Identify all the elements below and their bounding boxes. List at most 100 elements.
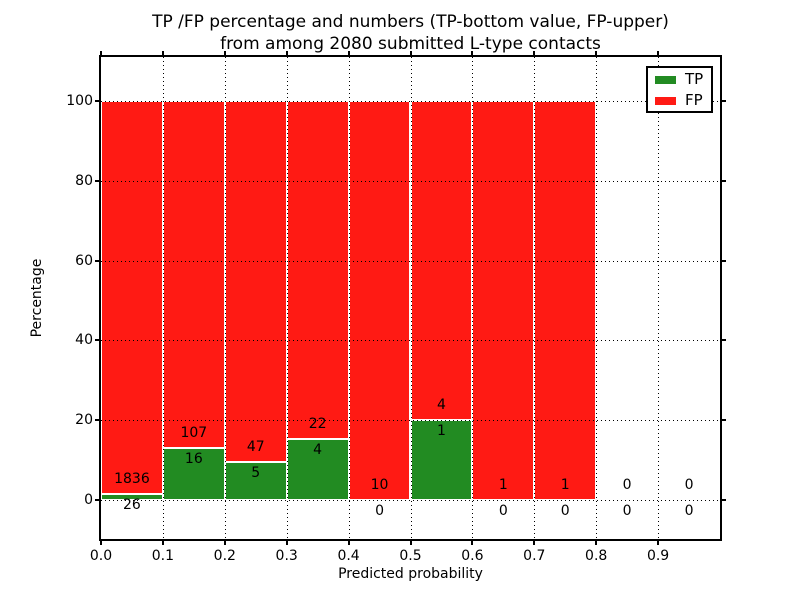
x-tick-mark-top — [471, 51, 474, 56]
y-tick-mark-right — [721, 499, 726, 501]
tp-count-label: 4 — [313, 441, 323, 458]
x-tick-mark-top — [223, 51, 226, 56]
x-tick-label: 0.3 — [275, 548, 298, 564]
bar-segment-tp — [286, 438, 349, 500]
fp-count-label: 107 — [180, 425, 208, 442]
x-tick-mark — [409, 540, 412, 545]
y-tick-label: 20 — [75, 412, 93, 429]
y-tick-label: 80 — [75, 172, 93, 189]
bar-segment-tp — [162, 448, 225, 500]
x-tick-mark — [100, 540, 102, 545]
chart-title-line2: from among 2080 submitted L-type contact… — [220, 34, 601, 54]
tp-count-label: 1 — [436, 423, 446, 440]
y-tick-label: 60 — [75, 252, 93, 269]
x-tick-mark-top — [285, 51, 288, 56]
y-tick-mark-right — [721, 179, 726, 182]
y-tick-mark — [95, 499, 100, 501]
x-tick-label: 0.5 — [399, 548, 422, 564]
x-tick-label: 0.6 — [461, 548, 484, 564]
x-tick-mark-top — [409, 51, 412, 56]
legend-item-fp: FP — [655, 91, 711, 110]
tp-count-label: 26 — [123, 497, 141, 514]
x-tick-mark-top — [595, 51, 598, 56]
x-tick-mark — [471, 540, 474, 545]
y-tick-mark — [95, 100, 100, 102]
y-tick-label: 0 — [84, 492, 93, 508]
bar-segment-fp — [286, 101, 349, 439]
fp-count-label: 4 — [436, 397, 446, 414]
y-tick-label: 100 — [66, 93, 93, 109]
bar-segment-tp — [101, 494, 163, 500]
x-tick-mark-top — [100, 51, 102, 56]
tp-swatch-icon — [655, 75, 676, 84]
x-tick-label: 0.1 — [151, 548, 175, 564]
gridline-vertical — [596, 57, 598, 539]
fp-count-label: 0 — [684, 477, 694, 493]
x-tick-mark — [223, 540, 226, 545]
fp-count-label: 1 — [560, 477, 570, 493]
bar-segment-fp — [534, 101, 597, 500]
gridline-vertical — [286, 57, 288, 539]
legend-label-tp: TP — [685, 70, 704, 88]
x-tick-label: 0.4 — [337, 548, 360, 564]
tp-count-label: 0 — [375, 503, 385, 519]
x-tick-mark-top — [657, 51, 660, 56]
x-tick-label: 0.2 — [213, 548, 236, 564]
tp-count-label: 0 — [622, 503, 632, 519]
legend-item-tp: TP — [655, 70, 711, 89]
x-tick-mark-top — [347, 51, 350, 56]
x-axis-label: Predicted probability — [338, 566, 483, 582]
fp-count-label: 47 — [246, 438, 265, 455]
bar-segment-fp — [348, 101, 411, 500]
x-tick-label: 0.9 — [646, 548, 670, 564]
bar-segment-fp — [224, 101, 287, 462]
chart-title: TP /FP percentage and numbers (TP-bottom… — [101, 11, 720, 55]
y-tick-mark — [95, 179, 100, 182]
y-tick-mark — [95, 419, 100, 422]
fp-count-label: 1 — [498, 477, 508, 493]
fp-swatch-icon — [655, 96, 676, 105]
plot-area: 1836 26 107 16 47 5 22 4 10 0 4 1 1 0 1 0 0 0 0 0 0 20 40 60 80 1… — [66, 51, 726, 564]
x-tick-label: 0.8 — [585, 548, 608, 564]
bar-segment-fp — [101, 101, 163, 495]
fp-count-label: 10 — [370, 477, 389, 493]
x-tick-mark — [285, 540, 288, 545]
tp-count-label: 0 — [560, 503, 570, 519]
y-tick-mark-right — [721, 419, 726, 422]
y-tick-mark-right — [721, 259, 726, 262]
bar-segment-tp — [224, 461, 287, 500]
x-tick-mark-top — [533, 51, 536, 56]
gridline-vertical — [162, 57, 164, 539]
tp-count-label: 5 — [251, 464, 261, 481]
bar-segment-fp — [472, 101, 535, 500]
tp-count-label: 0 — [684, 503, 694, 519]
tp-count-label: 16 — [184, 451, 203, 468]
legend: TP FP — [646, 66, 713, 113]
gridline-vertical — [534, 57, 536, 539]
gridline-vertical — [224, 57, 226, 539]
x-tick-mark — [347, 540, 350, 545]
fp-count-label: 22 — [308, 415, 327, 432]
gridline-vertical — [410, 57, 412, 539]
gridline-vertical — [348, 57, 350, 539]
x-tick-mark — [657, 540, 660, 545]
bar-segment-fp — [162, 101, 225, 449]
y-tick-label: 40 — [75, 332, 93, 349]
y-tick-mark — [95, 339, 100, 342]
y-tick-mark-right — [721, 100, 726, 102]
gridline-vertical — [472, 57, 474, 539]
x-tick-mark — [595, 540, 598, 545]
x-tick-mark — [161, 540, 164, 545]
fp-count-label: 0 — [622, 477, 632, 493]
legend-label-fp: FP — [685, 91, 703, 109]
gridline-vertical — [658, 57, 660, 539]
y-axis-label: Percentage — [29, 258, 45, 338]
x-tick-mark-top — [161, 51, 164, 56]
bar-segment-tp — [410, 420, 473, 500]
x-tick-label: 0.7 — [523, 548, 546, 564]
y-tick-mark-right — [721, 339, 726, 342]
chart-title-line1: TP /FP percentage and numbers (TP-bottom… — [152, 12, 669, 32]
x-tick-mark — [533, 540, 536, 545]
x-tick-label: 0.0 — [89, 548, 113, 564]
